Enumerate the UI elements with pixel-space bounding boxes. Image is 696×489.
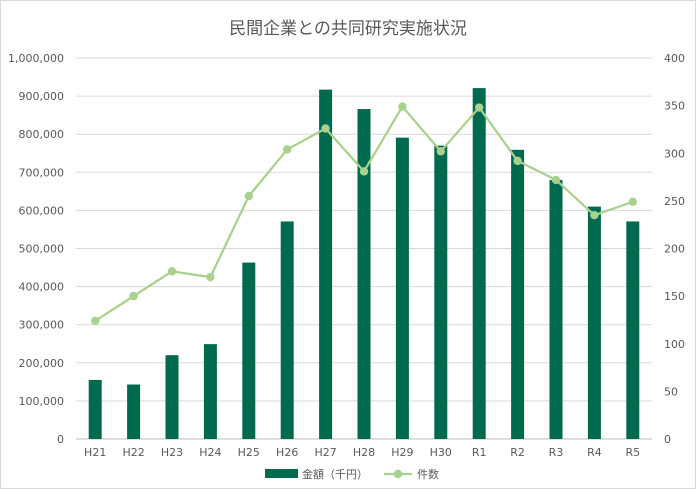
legend-label-line: 件数 <box>417 468 439 481</box>
bar <box>395 137 409 439</box>
left-axis-ticks: 0 100,000 200,000 300,000 400,000 500,000 600,… <box>8 52 64 446</box>
right-tick-label: 150 <box>664 290 685 303</box>
x-tick-label: H30 <box>430 446 452 459</box>
right-tick-label: 350 <box>664 100 685 113</box>
line-series <box>91 102 637 326</box>
left-tick-label: 900,000 <box>19 90 65 103</box>
chart-title: 民間企業との共同研究実施状況 <box>229 19 467 39</box>
right-axis-ticks: 0 50 100 150 200 250 300 350 400 <box>664 52 685 446</box>
bar <box>88 379 102 439</box>
legend-label-bar: 金額（千円） <box>302 467 368 481</box>
left-tick-label: 600,000 <box>19 204 65 217</box>
bar <box>203 344 217 439</box>
bar <box>434 145 448 439</box>
x-tick-label: H25 <box>238 446 260 459</box>
left-tick-label: 300,000 <box>19 319 65 332</box>
legend-swatch-marker <box>393 469 403 479</box>
line-point <box>321 124 330 133</box>
legend: 金額（千円） 件数 <box>265 467 439 481</box>
legend-swatch-bar <box>265 469 298 478</box>
x-tick-label: H21 <box>84 446 106 459</box>
x-axis-ticks: H21 H22 H23 H24 H25 H26 H27 H28 H29 H30 R1 R2 R3 R4 R5 <box>84 446 640 459</box>
line-point <box>206 272 215 282</box>
x-tick-label: H23 <box>161 446 183 459</box>
bar <box>357 109 371 439</box>
right-tick-label: 250 <box>664 195 685 208</box>
bar <box>511 149 525 440</box>
bar <box>165 355 179 439</box>
x-tick-label: H29 <box>391 446 413 459</box>
x-tick-label: H28 <box>353 446 375 459</box>
bar <box>280 221 294 439</box>
right-tick-label: 400 <box>664 52 685 65</box>
bar <box>472 88 486 439</box>
line-point <box>167 267 177 276</box>
bar <box>127 384 141 439</box>
line-point <box>244 191 253 201</box>
x-tick-label: H22 <box>122 446 144 459</box>
x-tick-label: R1 <box>472 446 487 459</box>
line-point <box>398 102 407 111</box>
line-point <box>628 197 637 207</box>
x-tick-label: H24 <box>199 446 221 459</box>
right-tick-label: 200 <box>664 243 685 256</box>
x-tick-label: R4 <box>587 446 602 459</box>
line-point <box>590 210 599 220</box>
x-tick-label: R2 <box>510 446 525 459</box>
line-point <box>551 175 561 185</box>
line-point <box>91 316 100 326</box>
bar <box>587 206 601 439</box>
x-tick-label: H27 <box>314 446 336 459</box>
line-point <box>513 156 522 166</box>
x-tick-label: R3 <box>549 446 564 459</box>
line-point <box>436 147 445 156</box>
x-tick-label: H26 <box>276 446 298 459</box>
left-tick-label: 500,000 <box>19 243 65 256</box>
x-tick-label: R5 <box>625 446 640 459</box>
left-tick-label: 400,000 <box>19 281 65 294</box>
right-tick-label: 0 <box>664 433 671 446</box>
bar-series <box>88 88 640 440</box>
line-point <box>475 103 484 112</box>
line-point <box>129 291 138 301</box>
right-tick-label: 100 <box>664 338 685 351</box>
bar <box>549 179 563 440</box>
right-tick-label: 300 <box>664 147 685 160</box>
bar <box>319 89 333 440</box>
line-point <box>283 145 292 154</box>
right-tick-label: 50 <box>664 385 678 398</box>
left-tick-label: 200,000 <box>19 357 65 370</box>
left-tick-label: 800,000 <box>19 128 65 141</box>
bar <box>242 262 256 439</box>
left-tick-label: 1,000,000 <box>8 52 64 65</box>
left-tick-label: 0 <box>57 433 64 446</box>
left-tick-label: 700,000 <box>19 166 65 179</box>
line-point <box>359 167 369 176</box>
bar <box>626 221 640 439</box>
left-tick-label: 100,000 <box>19 395 65 408</box>
